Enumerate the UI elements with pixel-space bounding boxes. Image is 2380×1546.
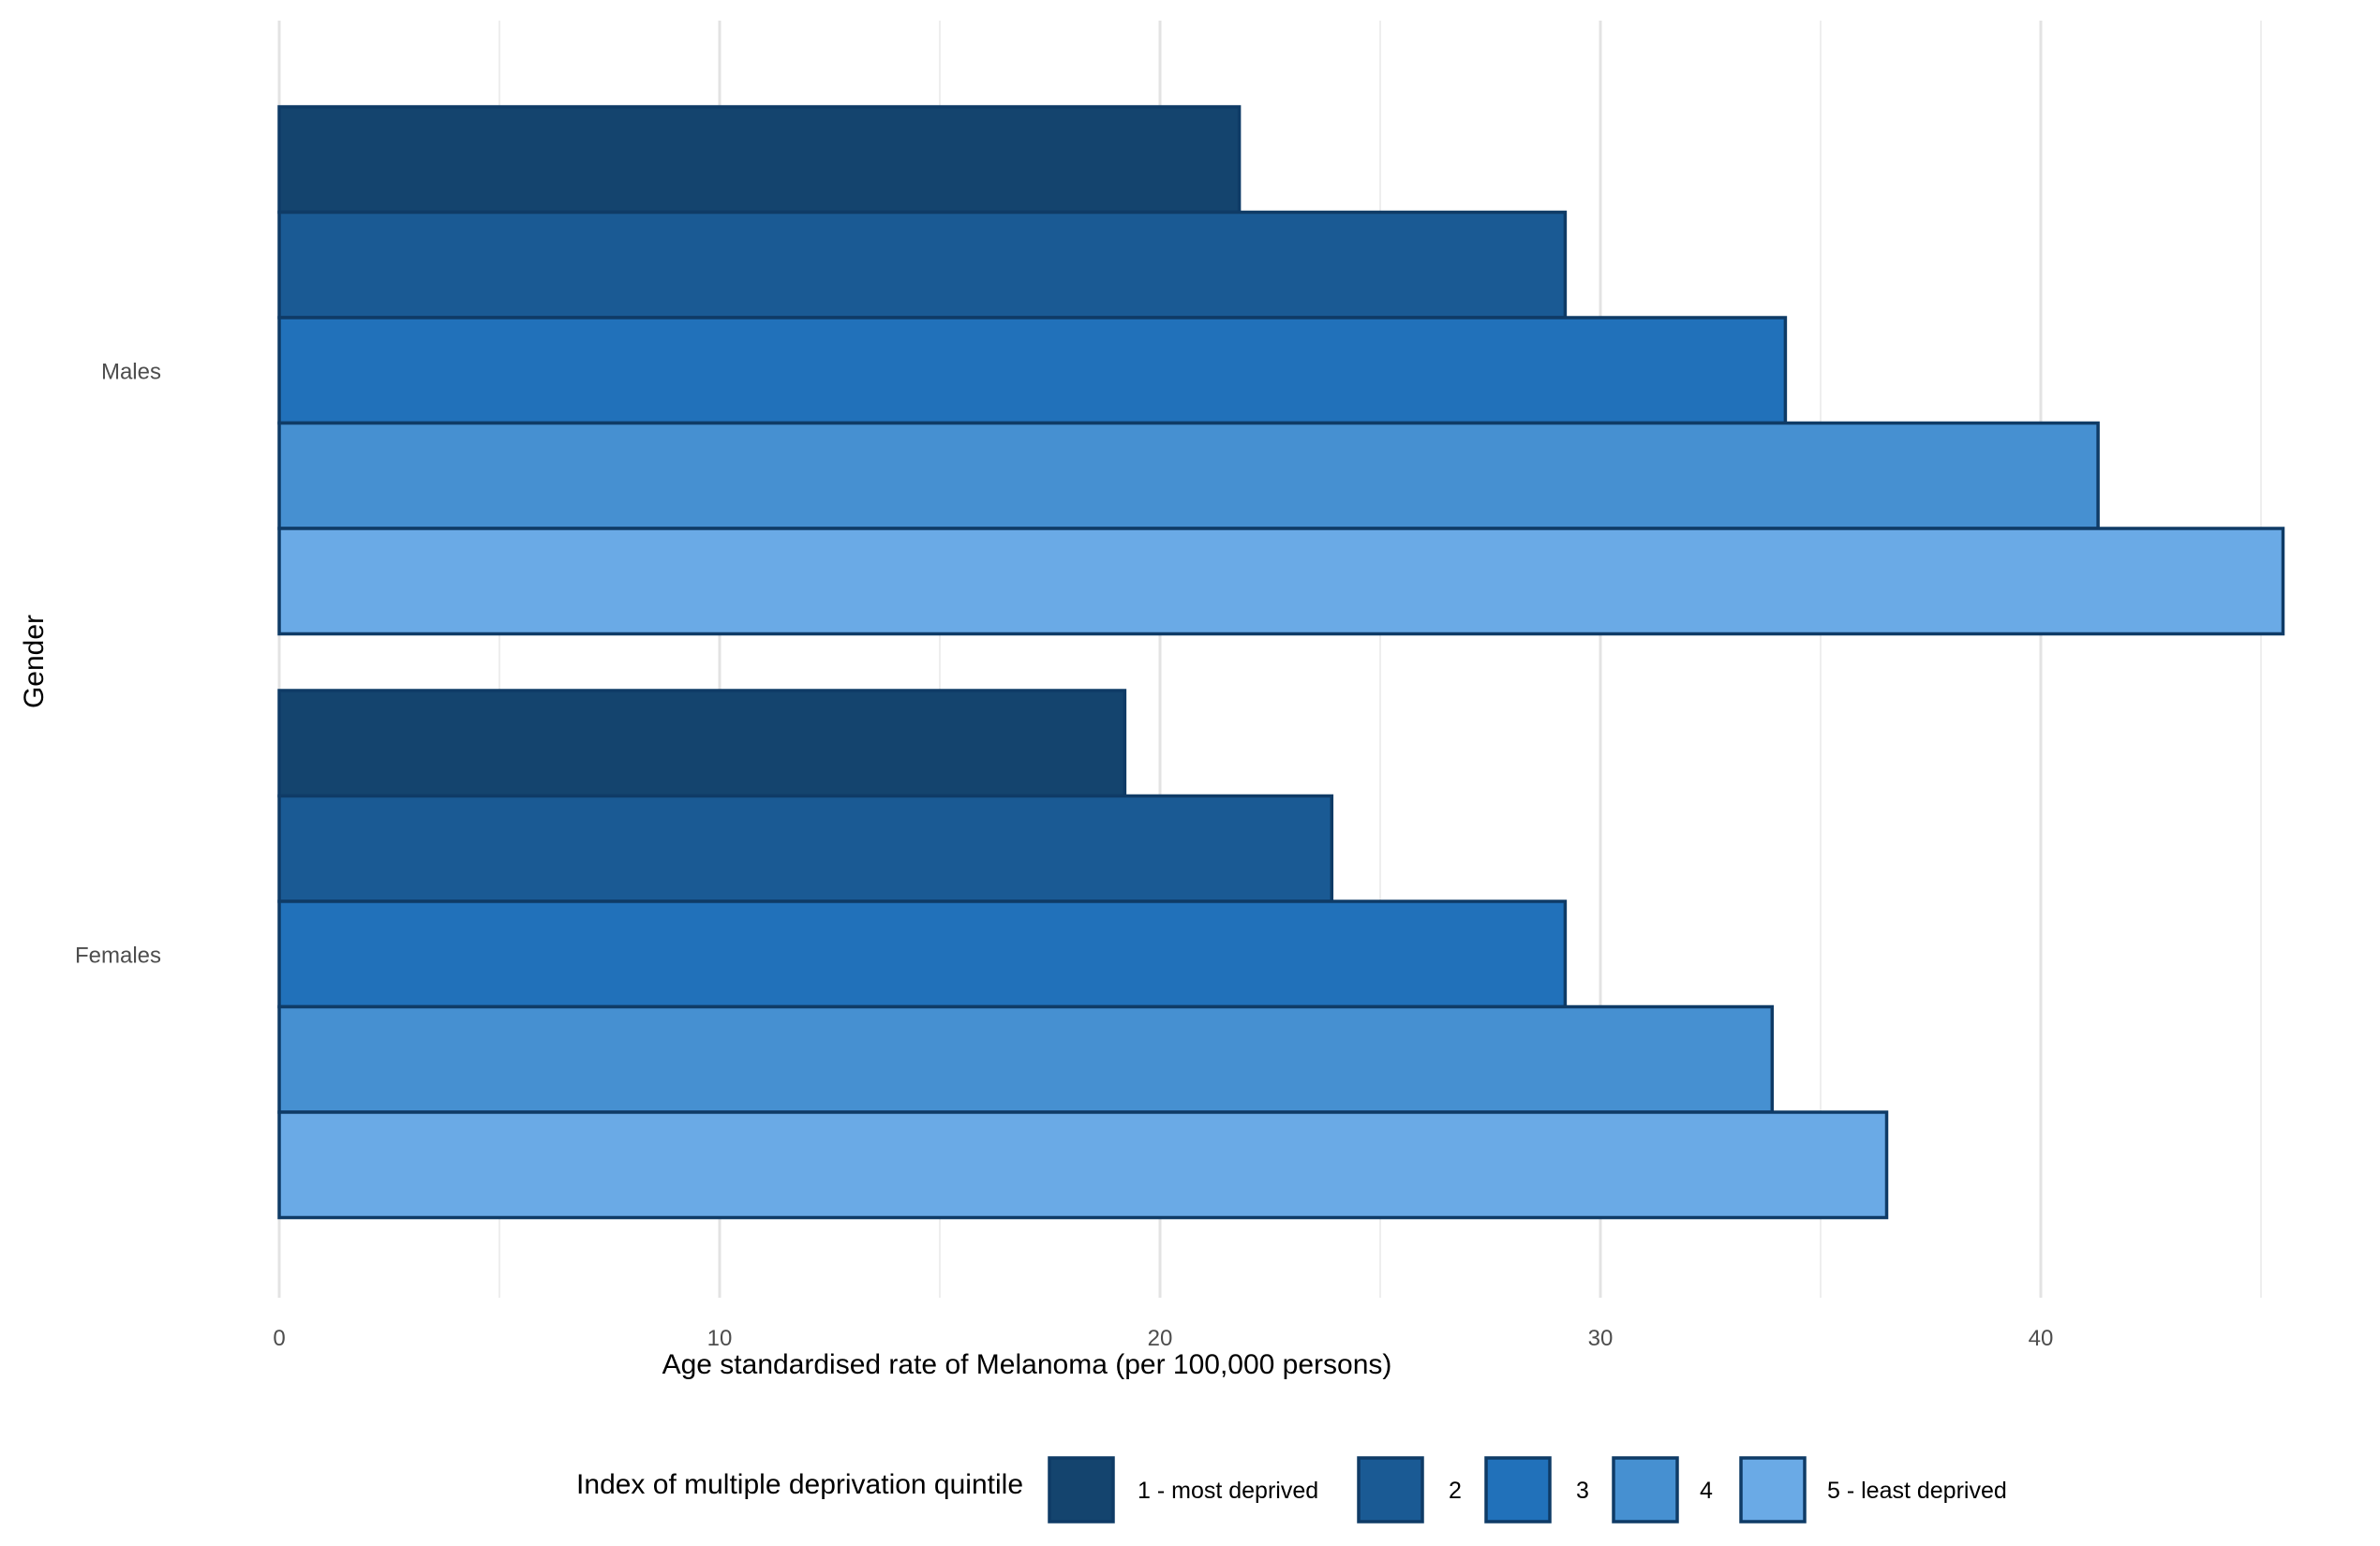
x-tick-label: 40 — [2029, 1326, 2054, 1351]
x-tick-label: 20 — [1148, 1326, 1173, 1351]
bar-females-q2 — [277, 794, 1334, 903]
legend-label-q4: 4 — [1700, 1478, 1713, 1504]
legend-key-q1 — [1048, 1456, 1115, 1524]
y-tick-label-females: Females — [75, 943, 161, 968]
x-tick-labels: 0 10 20 30 40 — [273, 1326, 2053, 1351]
y-axis-title: Gender — [19, 615, 50, 708]
bar-females-q5 — [277, 1110, 1889, 1220]
x-axis-title: Age standardised rate of Melanoma (per 1… — [662, 1349, 1392, 1380]
x-tick-label: 30 — [1588, 1326, 1614, 1351]
legend-key-q3 — [1484, 1456, 1552, 1524]
legend-key-q5 — [1739, 1456, 1807, 1524]
bar-females-q4 — [277, 1004, 1775, 1114]
x-tick-label: 0 — [273, 1326, 285, 1351]
legend-key-q2 — [1357, 1456, 1424, 1524]
y-tick-labels: Males Females — [75, 359, 161, 968]
legend-label-q2: 2 — [1449, 1478, 1462, 1504]
legend-key-q4 — [1612, 1456, 1679, 1524]
bar-females-q3 — [277, 899, 1568, 1009]
bars — [277, 105, 2285, 1220]
legend-label-q1: 1 - most deprived — [1138, 1478, 1318, 1504]
bar-males-q1 — [277, 105, 1242, 215]
bar-males-q5 — [277, 527, 2285, 636]
x-tick-label: 10 — [707, 1326, 733, 1351]
bar-females-q1 — [277, 689, 1127, 798]
y-tick-label-males: Males — [101, 359, 161, 384]
legend-label-q3: 3 — [1576, 1478, 1589, 1504]
legend-label-q5: 5 - least deprived — [1827, 1478, 2007, 1504]
bar-males-q3 — [277, 316, 1788, 425]
bar-males-q4 — [277, 421, 2100, 530]
legend: Index of multiple deprivation quintile 1… — [576, 1456, 2007, 1524]
bar-males-q2 — [277, 210, 1568, 320]
legend-title: Index of multiple deprivation quintile — [576, 1469, 1023, 1500]
